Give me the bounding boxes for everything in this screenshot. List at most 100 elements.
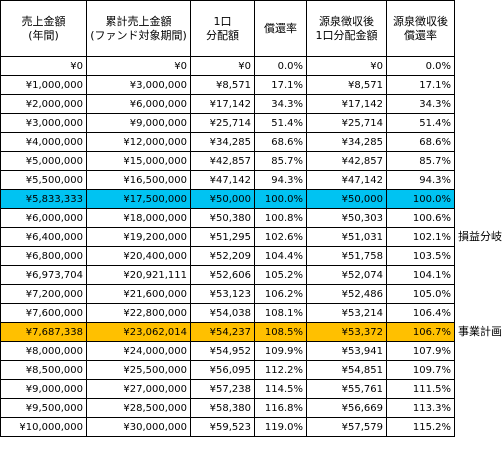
table-cell: ¥22,800,000: [86, 303, 191, 323]
redemption-table: 売上金額 (年間) 累計売上金額 (ファンド対象期間) 1口 分配額 償還率 源泉徴収…: [0, 0, 455, 437]
table-row: ¥9,500,000 ¥28,500,000 ¥58,380 116.8% ¥56,66…: [0, 398, 455, 418]
table-cell: ¥50,303: [306, 208, 387, 228]
table-cell: ¥6,800,000: [0, 246, 87, 266]
table-row: ¥10,000,000 ¥30,000,000 ¥59,523 119.0% ¥57,5…: [0, 417, 455, 437]
table-row: ¥2,000,000 ¥6,000,000 ¥17,142 34.3% ¥17,142 3…: [0, 94, 455, 114]
table-row: ¥0 ¥0 ¥0 0.0% ¥0 0.0%: [0, 56, 455, 76]
header-redemption-rate: 償還率: [254, 0, 307, 57]
table-cell: ¥16,500,000: [86, 170, 191, 190]
table-cell: ¥58,380: [190, 398, 255, 418]
table-cell: 68.6%: [254, 132, 307, 152]
table-cell: 100.0%: [254, 189, 307, 209]
table-cell: 108.5%: [254, 322, 307, 342]
table-cell: ¥0: [190, 56, 255, 76]
table-cell: ¥15,000,000: [86, 151, 191, 171]
table-cell: ¥54,851: [306, 360, 387, 380]
table-cell: ¥34,285: [190, 132, 255, 152]
table-row: ¥5,000,000 ¥15,000,000 ¥42,857 85.7% ¥42,857…: [0, 151, 455, 171]
table-cell: 106.4%: [386, 303, 455, 323]
table-cell: ¥50,000: [190, 189, 255, 209]
table-row: ¥1,000,000 ¥3,000,000 ¥8,571 17.1% ¥8,571 17.…: [0, 75, 455, 95]
table-cell: ¥17,142: [306, 94, 387, 114]
table-cell: 109.9%: [254, 341, 307, 361]
table-cell: ¥56,095: [190, 360, 255, 380]
table-cell: 94.3%: [254, 170, 307, 190]
table-row: ¥6,000,000 ¥18,000,000 ¥50,380 100.8% ¥50,30…: [0, 208, 455, 228]
table-cell: ¥52,074: [306, 265, 387, 285]
table-cell: ¥6,000,000: [86, 94, 191, 114]
table-cell: 115.2%: [386, 417, 455, 437]
table-cell: ¥3,000,000: [0, 113, 87, 133]
table-cell: ¥54,038: [190, 303, 255, 323]
table-row: ¥8,000,000 ¥24,000,000 ¥54,952 109.9% ¥53,94…: [0, 341, 455, 361]
table-cell: 107.9%: [386, 341, 455, 361]
table-cell: ¥20,400,000: [86, 246, 191, 266]
table-cell: 111.5%: [386, 379, 455, 399]
table-cell: 0.0%: [254, 56, 307, 76]
table-cell: ¥0: [0, 56, 87, 76]
table-cell: 51.4%: [254, 113, 307, 133]
table-cell: ¥53,123: [190, 284, 255, 304]
table-cell: 113.3%: [386, 398, 455, 418]
table-cell: 106.2%: [254, 284, 307, 304]
table-cell: 34.3%: [254, 94, 307, 114]
table-cell: ¥51,295: [190, 227, 255, 247]
table-cell: ¥6,400,000: [0, 227, 87, 247]
table-row: ¥6,800,000 ¥20,400,000 ¥52,209 104.4% ¥51,75…: [0, 246, 455, 266]
table-row: ¥9,000,000 ¥27,000,000 ¥57,238 114.5% ¥55,76…: [0, 379, 455, 399]
table-cell: ¥24,000,000: [86, 341, 191, 361]
table-cell: ¥9,500,000: [0, 398, 87, 418]
table-cell: ¥53,372: [306, 322, 387, 342]
table-row: ¥7,687,338 ¥23,062,014 ¥54,237 108.5% ¥53,37…: [0, 322, 455, 342]
header-after-tax-rate: 源泉徴収後 償還率: [386, 0, 455, 57]
table-cell: ¥9,000,000: [86, 113, 191, 133]
table-cell: ¥25,500,000: [86, 360, 191, 380]
table-cell: 34.3%: [386, 94, 455, 114]
table-cell: ¥50,380: [190, 208, 255, 228]
table-cell: ¥34,285: [306, 132, 387, 152]
break-even-label: 損益分岐: [458, 230, 502, 243]
table-cell: 17.1%: [254, 75, 307, 95]
table-cell: ¥53,941: [306, 341, 387, 361]
table-cell: 116.8%: [254, 398, 307, 418]
table-cell: ¥19,200,000: [86, 227, 191, 247]
table-cell: ¥8,571: [306, 75, 387, 95]
table-cell: ¥0: [86, 56, 191, 76]
table-cell: ¥12,000,000: [86, 132, 191, 152]
table-cell: ¥47,142: [306, 170, 387, 190]
table-cell: ¥54,952: [190, 341, 255, 361]
table-cell: 114.5%: [254, 379, 307, 399]
table-cell: ¥42,857: [306, 151, 387, 171]
table-cell: ¥6,973,704: [0, 265, 87, 285]
table-cell: ¥18,000,000: [86, 208, 191, 228]
table-cell: 108.1%: [254, 303, 307, 323]
table-cell: ¥9,000,000: [0, 379, 87, 399]
table-cell: ¥6,000,000: [0, 208, 87, 228]
table-cell: ¥52,209: [190, 246, 255, 266]
table-cell: ¥30,000,000: [86, 417, 191, 437]
table-cell: 104.4%: [254, 246, 307, 266]
table-cell: ¥0: [306, 56, 387, 76]
table-row: ¥3,000,000 ¥9,000,000 ¥25,714 51.4% ¥25,714 5…: [0, 113, 455, 133]
table-cell: ¥3,000,000: [86, 75, 191, 95]
table-cell: ¥17,142: [190, 94, 255, 114]
table-cell: 85.7%: [254, 151, 307, 171]
table-cell: ¥17,500,000: [86, 189, 191, 209]
table-cell: ¥59,523: [190, 417, 255, 437]
table-row: ¥7,200,000 ¥21,600,000 ¥53,123 106.2% ¥52,48…: [0, 284, 455, 304]
table-cell: ¥25,714: [306, 113, 387, 133]
table-cell: 68.6%: [386, 132, 455, 152]
table-cell: ¥47,142: [190, 170, 255, 190]
table-cell: 94.3%: [386, 170, 455, 190]
table-cell: ¥8,571: [190, 75, 255, 95]
table-row: ¥4,000,000 ¥12,000,000 ¥34,285 68.6% ¥34,285…: [0, 132, 455, 152]
table-cell: ¥5,000,000: [0, 151, 87, 171]
table-cell: 105.2%: [254, 265, 307, 285]
table-cell: ¥54,237: [190, 322, 255, 342]
table-cell: ¥57,238: [190, 379, 255, 399]
table-cell: ¥51,031: [306, 227, 387, 247]
table-row: ¥8,500,000 ¥25,500,000 ¥56,095 112.2% ¥54,85…: [0, 360, 455, 380]
table-row: ¥7,600,000 ¥22,800,000 ¥54,038 108.1% ¥53,21…: [0, 303, 455, 323]
table-cell: 0.0%: [386, 56, 455, 76]
table-cell: 102.1%: [386, 227, 455, 247]
